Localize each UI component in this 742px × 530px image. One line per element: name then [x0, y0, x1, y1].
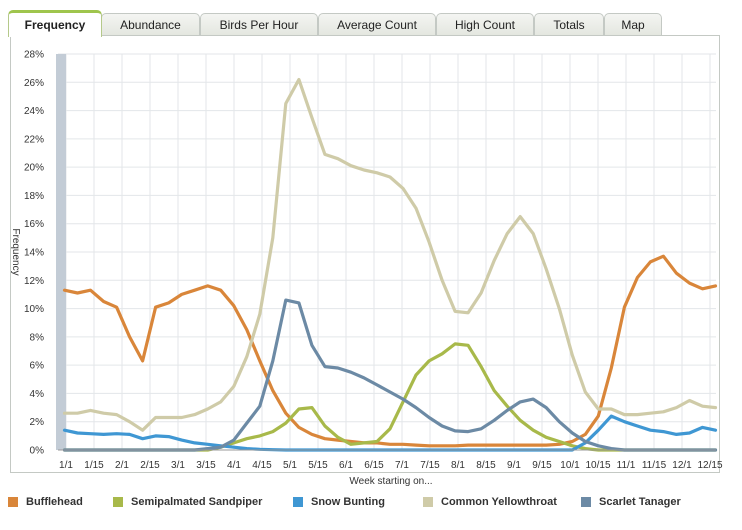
y-axis-label: Frequency	[10, 228, 21, 275]
y-tick-label: 22%	[24, 134, 44, 145]
legend-label: Bufflehead	[26, 496, 83, 508]
x-tick-label: 12/1	[672, 460, 692, 471]
x-tick-label: 7/15	[420, 460, 440, 471]
x-tick-label: 5/1	[283, 460, 297, 471]
x-tick-label: 12/15	[697, 460, 722, 471]
tab-birds-per-hour[interactable]: Birds Per Hour	[200, 13, 318, 35]
legend-label: Semipalmated Sandpiper	[131, 496, 263, 508]
legend-swatch	[581, 497, 591, 507]
x-tick-label: 9/15	[532, 460, 552, 471]
x-axis-label: Week starting on...	[349, 476, 432, 487]
legend-label: Common Yellowthroat	[441, 496, 557, 508]
legend-item-bufflehead[interactable]: Bufflehead	[8, 496, 83, 508]
y-tick-label: 28%	[24, 50, 44, 61]
y-tick-label: 6%	[30, 361, 45, 372]
y-tick-label: 4%	[30, 389, 45, 400]
tab-high-count[interactable]: High Count	[436, 13, 534, 35]
x-tick-label: 1/1	[59, 460, 73, 471]
x-tick-label: 10/1	[560, 460, 580, 471]
y-tick-label: 24%	[24, 106, 44, 117]
x-tick-label: 4/1	[227, 460, 241, 471]
x-tick-label: 8/1	[451, 460, 465, 471]
series-line-common-yellowthroat[interactable]	[62, 77, 718, 432]
x-tick-label: 1/15	[84, 460, 104, 471]
legend-swatch	[423, 497, 433, 507]
legend-item-scarlet-tanager[interactable]: Scarlet Tanager	[581, 496, 681, 508]
y-tick-label: 14%	[24, 248, 44, 259]
y-tick-label: 12%	[24, 276, 44, 287]
y-tick-label: 10%	[24, 304, 44, 315]
legend-item-common-yellowthroat[interactable]: Common Yellowthroat	[423, 496, 557, 508]
y-tick-label: 20%	[24, 163, 44, 174]
x-tick-label: 3/15	[196, 460, 216, 471]
chart-legend: Bufflehead Semipalmated Sandpiper Snow Bun…	[8, 496, 742, 518]
x-tick-label: 7/1	[395, 460, 409, 471]
tab-totals[interactable]: Totals	[534, 13, 604, 35]
x-tick-label: 6/15	[364, 460, 384, 471]
x-tick-label: 8/15	[476, 460, 496, 471]
y-tick-label: 0%	[30, 446, 45, 457]
x-tick-label: 5/15	[308, 460, 328, 471]
legend-label: Scarlet Tanager	[599, 496, 681, 508]
tab-bar: Frequency Abundance Birds Per Hour Avera…	[0, 0, 742, 37]
x-tick-label: 10/15	[585, 460, 610, 471]
legend-item-snow-bunting[interactable]: Snow Bunting	[293, 496, 385, 508]
tab-average-count[interactable]: Average Count	[318, 13, 436, 35]
legend-swatch	[293, 497, 303, 507]
series-line-bufflehead[interactable]	[62, 254, 718, 448]
legend-swatch	[113, 497, 123, 507]
y-tick-label: 8%	[30, 332, 45, 343]
y-tick-label: 16%	[24, 219, 44, 230]
series-line-semipalmated-sandpiper[interactable]	[62, 342, 718, 452]
y-tick-label: 26%	[24, 78, 44, 89]
legend-swatch	[8, 497, 18, 507]
y-tick-label: 18%	[24, 191, 44, 202]
y-tick-label: 2%	[30, 417, 45, 428]
x-tick-label: 2/15	[140, 460, 160, 471]
x-tick-label: 4/15	[252, 460, 272, 471]
x-tick-label: 3/1	[171, 460, 185, 471]
tab-frequency[interactable]: Frequency	[8, 10, 102, 37]
tab-map[interactable]: Map	[604, 13, 662, 35]
x-tick-label: 11/1	[617, 460, 636, 471]
tab-abundance[interactable]: Abundance	[101, 13, 200, 35]
x-tick-label: 6/1	[339, 460, 353, 471]
x-tick-label: 9/1	[507, 460, 521, 471]
legend-item-semipalmated-sandpiper[interactable]: Semipalmated Sandpiper	[113, 496, 262, 508]
legend-label: Snow Bunting	[311, 496, 385, 508]
x-tick-label: 11/15	[642, 460, 667, 471]
week-scrollbar[interactable]	[56, 54, 66, 450]
x-tick-label: 2/1	[115, 460, 129, 471]
